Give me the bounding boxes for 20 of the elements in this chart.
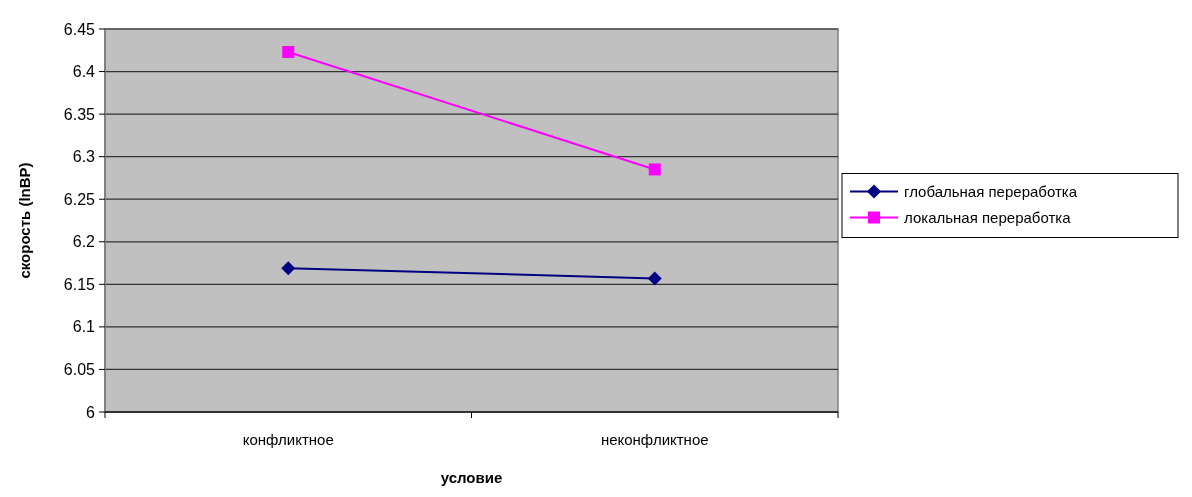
- point: [648, 163, 661, 176]
- y-tick-label: 6.25: [63, 190, 96, 208]
- legend-label: глобальная переработка: [904, 182, 1078, 200]
- y-tick-label: 6.2: [72, 233, 96, 251]
- point: [647, 271, 662, 286]
- x-tick-label: конфликтное: [242, 431, 334, 448]
- point: [282, 45, 295, 58]
- y-tick-label: 6.45: [63, 20, 96, 38]
- y-tick-label: 6.05: [63, 361, 96, 379]
- y-axis-title: скорость (lnBP): [16, 162, 33, 279]
- x-axis-title: условие: [440, 469, 503, 486]
- y-tick-label: 6.4: [72, 63, 96, 81]
- legend-label: локальная переработка: [904, 208, 1072, 226]
- y-tick-label: 6.15: [63, 275, 96, 293]
- y-tick-label: 6.1: [72, 318, 96, 336]
- x-tick-label: неконфликтное: [600, 431, 709, 448]
- point: [281, 261, 296, 276]
- y-tick-label: 6.3: [72, 148, 96, 166]
- y-tick-label: 6.35: [63, 105, 96, 123]
- y-tick-label: 6: [86, 403, 96, 421]
